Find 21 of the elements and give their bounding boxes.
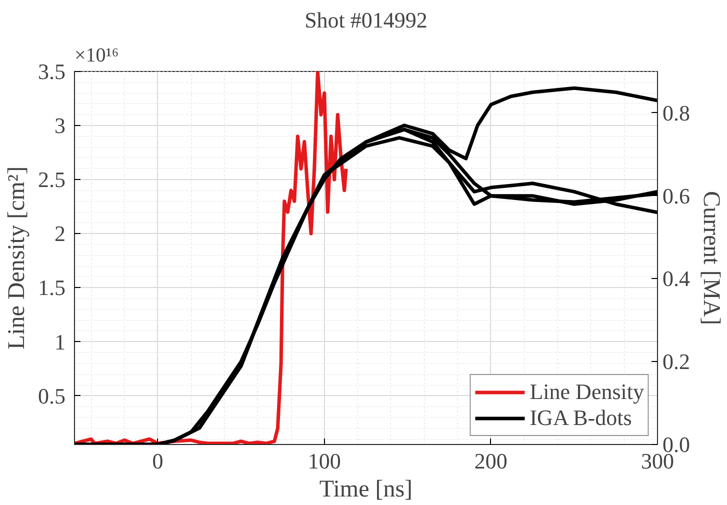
x-tick-label: 0 [152,448,164,474]
y2-tick-label: 0.8 [662,100,690,126]
text: ×10¹⁶ [74,44,119,66]
y-tick-label: 2.5 [38,167,66,192]
y-tick-label: 3 [54,113,66,138]
chart-title: Shot #014992 [304,8,428,32]
legend-label: Line Density [530,379,644,405]
y-tick-label: 2 [54,221,66,246]
x-axis-title: Time [ns] [319,476,413,502]
y-tick-label: 3.5 [38,59,66,84]
y2-tick-label: 0.4 [662,266,690,292]
y-tick-label: 1 [54,329,66,354]
legend-label: IGA B-dots [530,405,632,431]
y2-tick-label: 0.2 [662,349,690,374]
x-tick-label: 200 [474,448,508,474]
y2-tick-label: 0.6 [662,183,690,208]
y-tick-label: 0.5 [38,383,66,408]
y2-axis-title: Current [MA] [698,191,724,325]
x-tick-label: 100 [308,448,341,474]
y-axis-title: Line Density [cm²] [4,166,30,350]
y-tick-label: 1.5 [38,275,66,300]
